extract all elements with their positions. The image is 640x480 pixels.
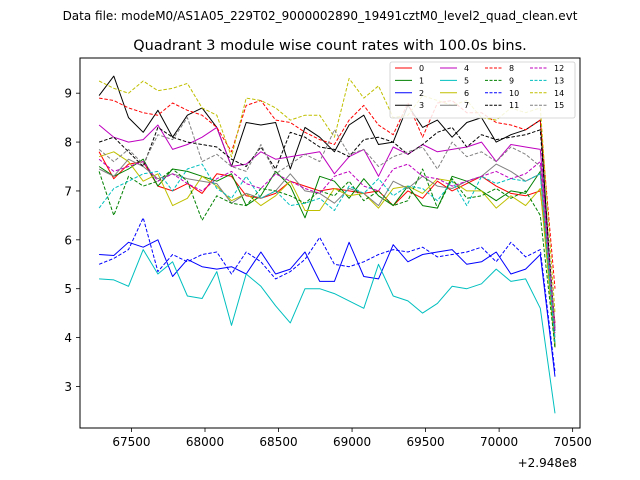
plot-area: 67500 68000 68500 69000 69500 70000 70500 3 4 5 6… bbox=[64, 57, 592, 449]
x-tick-label: 69000 bbox=[333, 435, 371, 449]
y-tick-label: 9 bbox=[64, 87, 72, 101]
legend-label-6: 6 bbox=[464, 89, 469, 98]
series-line-6 bbox=[98, 151, 556, 348]
series-line-10 bbox=[98, 217, 556, 372]
series-line-11 bbox=[98, 126, 556, 333]
series-line-12 bbox=[98, 158, 556, 333]
y-axis: 3 4 5 6 7 8 9 bbox=[64, 87, 80, 394]
plot-frame bbox=[79, 57, 581, 429]
y-tick-label: 5 bbox=[64, 282, 72, 296]
legend-label-12: 12 bbox=[554, 64, 564, 73]
suptitle: Data file: modeM0/AS1A05_229T02_90000028… bbox=[63, 9, 578, 23]
series-line-2 bbox=[99, 239, 556, 377]
series-line-3 bbox=[98, 75, 556, 348]
legend-label-10: 10 bbox=[509, 89, 519, 98]
legend-label-5: 5 bbox=[464, 76, 469, 85]
x-axis: 67500 68000 68500 69000 69500 70000 70500 bbox=[112, 428, 592, 449]
series-line-4 bbox=[98, 124, 556, 328]
legend-label-3: 3 bbox=[419, 101, 424, 110]
legend-label-1: 1 bbox=[419, 76, 424, 85]
y-tick-label: 4 bbox=[64, 331, 72, 345]
x-tick-label: 68500 bbox=[259, 435, 297, 449]
legend-label-15: 15 bbox=[554, 101, 564, 110]
legend-label-8: 8 bbox=[509, 64, 514, 73]
legend-label-9: 9 bbox=[509, 76, 514, 85]
y-tick-label: 6 bbox=[64, 233, 72, 247]
legend-label-13: 13 bbox=[554, 76, 564, 85]
y-tick-label: 8 bbox=[64, 136, 72, 150]
x-tick-label: 67500 bbox=[112, 435, 150, 449]
series-line-1 bbox=[98, 158, 556, 348]
x-tick-label: 70000 bbox=[480, 435, 518, 449]
series-line-9 bbox=[98, 168, 556, 348]
legend-label-11: 11 bbox=[509, 101, 519, 110]
series-line-15 bbox=[98, 117, 556, 328]
legend-label-7: 7 bbox=[464, 101, 469, 110]
legend-label-14: 14 bbox=[554, 89, 564, 98]
chart-title: Quadrant 3 module wise count rates with … bbox=[133, 38, 527, 54]
y-tick-label: 7 bbox=[64, 184, 72, 198]
series-line-7 bbox=[98, 158, 556, 338]
legend-label-0: 0 bbox=[419, 64, 424, 73]
series-line-13 bbox=[98, 163, 556, 343]
x-tick-label: 70500 bbox=[554, 435, 592, 449]
x-tick-label: 68000 bbox=[186, 435, 224, 449]
series-layer bbox=[98, 75, 556, 414]
series-line-5 bbox=[99, 249, 556, 414]
legend-label-2: 2 bbox=[419, 89, 424, 98]
legend-frame bbox=[389, 61, 576, 119]
legend-label-4: 4 bbox=[464, 64, 469, 73]
x-offset-text: +2.948e8 bbox=[518, 456, 577, 470]
y-tick-label: 3 bbox=[64, 380, 72, 394]
x-tick-label: 69500 bbox=[406, 435, 444, 449]
